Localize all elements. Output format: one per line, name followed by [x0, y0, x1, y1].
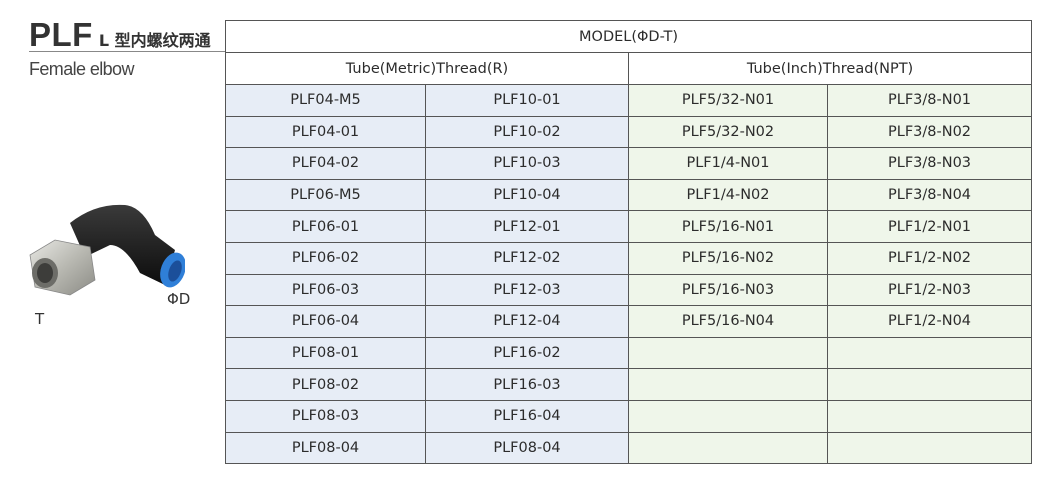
inch-model-cell: [826, 399, 1033, 433]
inch-model-cell: [826, 431, 1033, 465]
inch-model-cell: PLF1/2-N03: [826, 273, 1033, 307]
metric-model-cell: PLF04-02: [225, 147, 426, 180]
table-row: PLF06-03 PLF12-03 PLF5/16-N03 PLF1/2-N03: [225, 273, 1033, 307]
metric-model-cell: PLF08-03: [225, 399, 426, 433]
table-title: MODEL(ΦD-T): [224, 20, 1033, 53]
inch-model-cell: [826, 368, 1033, 401]
inch-model-cell: PLF5/16-N04: [628, 305, 828, 338]
metric-model-cell: PLF06-M5: [225, 178, 426, 212]
metric-model-cell: PLF04-M5: [225, 84, 426, 117]
metric-model-cell: PLF16-02: [425, 336, 629, 370]
metric-model-cell: PLF10-02: [425, 115, 629, 149]
title-divider: [29, 51, 226, 52]
inch-model-cell: PLF1/2-N01: [826, 210, 1033, 243]
model-table: MODEL(ΦD-T) Tube(Metric)Thread(R) Tube(I…: [224, 20, 1033, 465]
inch-model-cell: [628, 431, 828, 465]
table-row: PLF06-01 PLF12-01 PLF5/16-N01 PLF1/2-N01: [225, 210, 1033, 243]
metric-model-cell: PLF06-04: [225, 305, 426, 338]
table-row: PLF04-02 PLF10-03 PLF1/4-N01 PLF3/8-N03: [225, 147, 1033, 180]
inch-model-cell: [628, 399, 828, 433]
female-elbow-fitting-image: [29, 204, 185, 296]
inch-model-cell: PLF3/8-N03: [826, 147, 1033, 180]
product-name-en: Female elbow: [29, 59, 134, 79]
inch-model-cell: [628, 368, 828, 401]
inch-model-cell: PLF5/16-N02: [628, 241, 828, 275]
metric-model-cell: PLF04-01: [225, 115, 426, 149]
table-row: PLF06-04 PLF12-04 PLF5/16-N04 PLF1/2-N04: [225, 305, 1033, 338]
metric-model-cell: PLF12-04: [425, 305, 629, 338]
product-name-cn: L 型内螺纹两通: [98, 31, 211, 50]
metric-model-cell: PLF16-04: [425, 399, 629, 433]
metric-model-cell: PLF06-02: [225, 241, 426, 275]
inch-group-header: Tube(Inch)Thread(NPT): [627, 52, 1033, 85]
thread-label: T: [35, 310, 45, 328]
table-row: PLF04-01 PLF10-02 PLF5/32-N02 PLF3/8-N02: [225, 115, 1033, 149]
metric-model-cell: PLF10-04: [425, 178, 629, 212]
inch-model-cell: [826, 336, 1033, 370]
table-row: PLF06-02 PLF12-02 PLF5/16-N02 PLF1/2-N02: [225, 241, 1033, 275]
metric-model-cell: PLF10-01: [425, 84, 629, 117]
inch-model-cell: PLF1/2-N04: [826, 305, 1033, 338]
table-body: PLF04-M5 PLF10-01 PLF5/32-N01 PLF3/8-N01 PLF…: [225, 84, 1033, 465]
table-row: PLF08-01 PLF16-02: [225, 336, 1033, 370]
tube-diameter-label: ΦD: [167, 290, 191, 308]
metric-model-cell: PLF08-04: [425, 431, 629, 465]
metric-model-cell: PLF12-03: [425, 273, 629, 307]
inch-model-cell: PLF1/2-N02: [826, 241, 1033, 275]
table-row: PLF08-03 PLF16-04: [225, 399, 1033, 433]
table-row: PLF08-02 PLF16-03: [225, 368, 1033, 401]
metric-group-header: Tube(Metric)Thread(R): [225, 52, 629, 85]
table-row: PLF08-04 PLF08-04: [225, 431, 1033, 465]
table-row: PLF04-M5 PLF10-01 PLF5/32-N01 PLF3/8-N01: [225, 84, 1033, 117]
inch-model-cell: PLF1/4-N02: [628, 178, 828, 212]
table-row: PLF06-M5 PLF10-04 PLF1/4-N02 PLF3/8-N04: [225, 178, 1033, 212]
metric-model-cell: PLF12-01: [425, 210, 629, 243]
inch-model-cell: PLF5/16-N03: [628, 273, 828, 307]
product-code: PLF: [29, 16, 93, 53]
inch-model-cell: PLF5/32-N01: [628, 84, 828, 117]
metric-model-cell: PLF06-01: [225, 210, 426, 243]
inch-model-cell: PLF5/16-N01: [628, 210, 828, 243]
product-title: PLF L 型内螺纹两通: [29, 16, 211, 54]
metric-model-cell: PLF08-02: [225, 368, 426, 401]
inch-model-cell: [628, 336, 828, 370]
inch-model-cell: PLF3/8-N04: [826, 178, 1033, 212]
metric-model-cell: PLF16-03: [425, 368, 629, 401]
inch-model-cell: PLF1/4-N01: [628, 147, 828, 180]
metric-model-cell: PLF08-04: [225, 431, 426, 465]
metric-model-cell: PLF12-02: [425, 241, 629, 275]
metric-model-cell: PLF10-03: [425, 147, 629, 180]
inch-model-cell: PLF5/32-N02: [628, 115, 828, 149]
inch-model-cell: PLF3/8-N02: [826, 115, 1033, 149]
metric-model-cell: PLF06-03: [225, 273, 426, 307]
metric-model-cell: PLF08-01: [225, 336, 426, 370]
inch-model-cell: PLF3/8-N01: [826, 84, 1033, 117]
